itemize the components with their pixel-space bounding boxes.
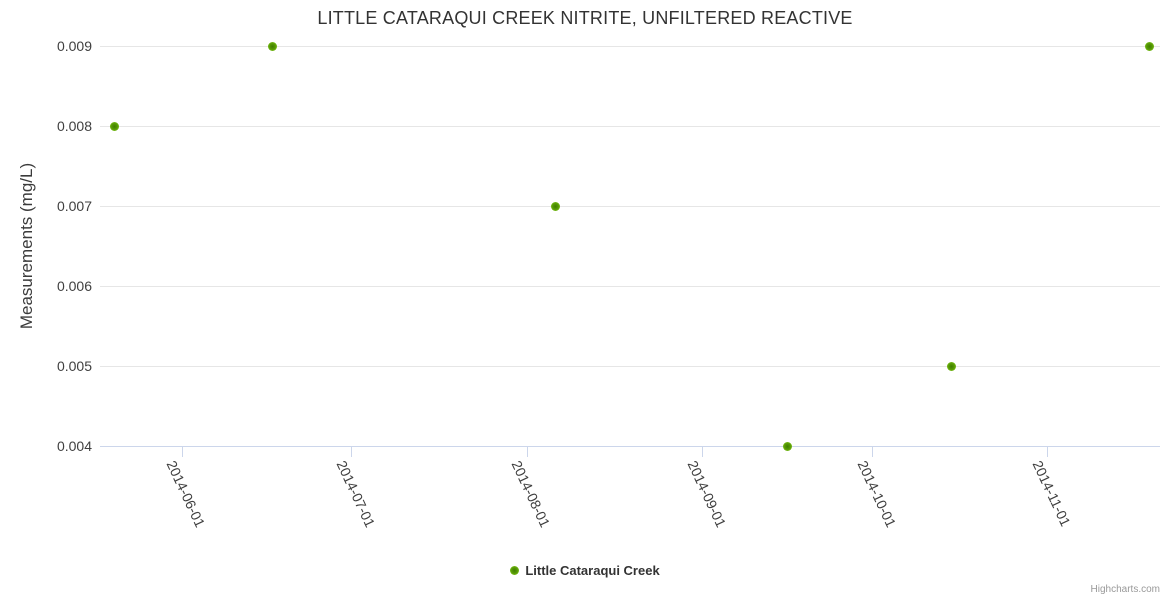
x-tick-label: 2014-06-01 [163, 458, 209, 530]
y-tick-label: 0.009 [56, 38, 92, 54]
x-tick-mark [351, 447, 353, 457]
y-gridline [100, 285, 1160, 287]
y-gridline [100, 45, 1160, 47]
y-tick-label: 0.005 [56, 358, 92, 374]
legend-label: Little Cataraqui Creek [525, 563, 660, 578]
data-point[interactable] [1145, 41, 1155, 51]
y-tick-label: 0.006 [56, 278, 92, 294]
legend-item-little-cataraqui-creek[interactable]: Little Cataraqui Creek [510, 563, 660, 578]
x-tick-mark [1047, 447, 1049, 457]
series-marker-icon [510, 566, 520, 575]
data-point[interactable] [268, 41, 278, 51]
y-tick-label: 0.007 [56, 198, 92, 214]
data-point[interactable] [783, 441, 793, 451]
y-gridline [100, 125, 1160, 127]
y-tick-label: 0.004 [56, 438, 92, 454]
x-tick-mark [181, 447, 183, 457]
data-point[interactable] [551, 201, 561, 211]
data-point[interactable] [109, 121, 119, 131]
plot-area: 0.009 0.008 0.007 0.006 0.005 0.004 2014-06-01… [57, 38, 1160, 530]
data-point[interactable] [947, 361, 957, 371]
x-tick-mark [872, 447, 874, 457]
x-tick-label: 2014-10-01 [854, 458, 899, 530]
y-tick-label: 0.008 [56, 118, 92, 134]
legend: Little Cataraqui Creek [0, 563, 1170, 578]
x-tick-label: 2014-09-01 [684, 458, 730, 530]
highcharts-credits-link[interactable]: Highcharts.com [1090, 584, 1160, 595]
y-gridline [100, 205, 1160, 207]
x-tick-mark [526, 447, 528, 457]
x-tick-label: 2014-07-01 [333, 458, 379, 530]
x-tick-label: 2014-08-01 [508, 458, 554, 530]
y-gridline [100, 365, 1160, 367]
x-axis-line [100, 446, 1160, 447]
x-tick-label: 2014-11-01 [1029, 458, 1074, 529]
x-tick-mark [702, 447, 704, 457]
chart-title: LITTLE CATARAQUI CREEK NITRITE, UNFILTER… [317, 8, 853, 28]
y-axis-title: Measurements (mg/L) [17, 162, 36, 330]
